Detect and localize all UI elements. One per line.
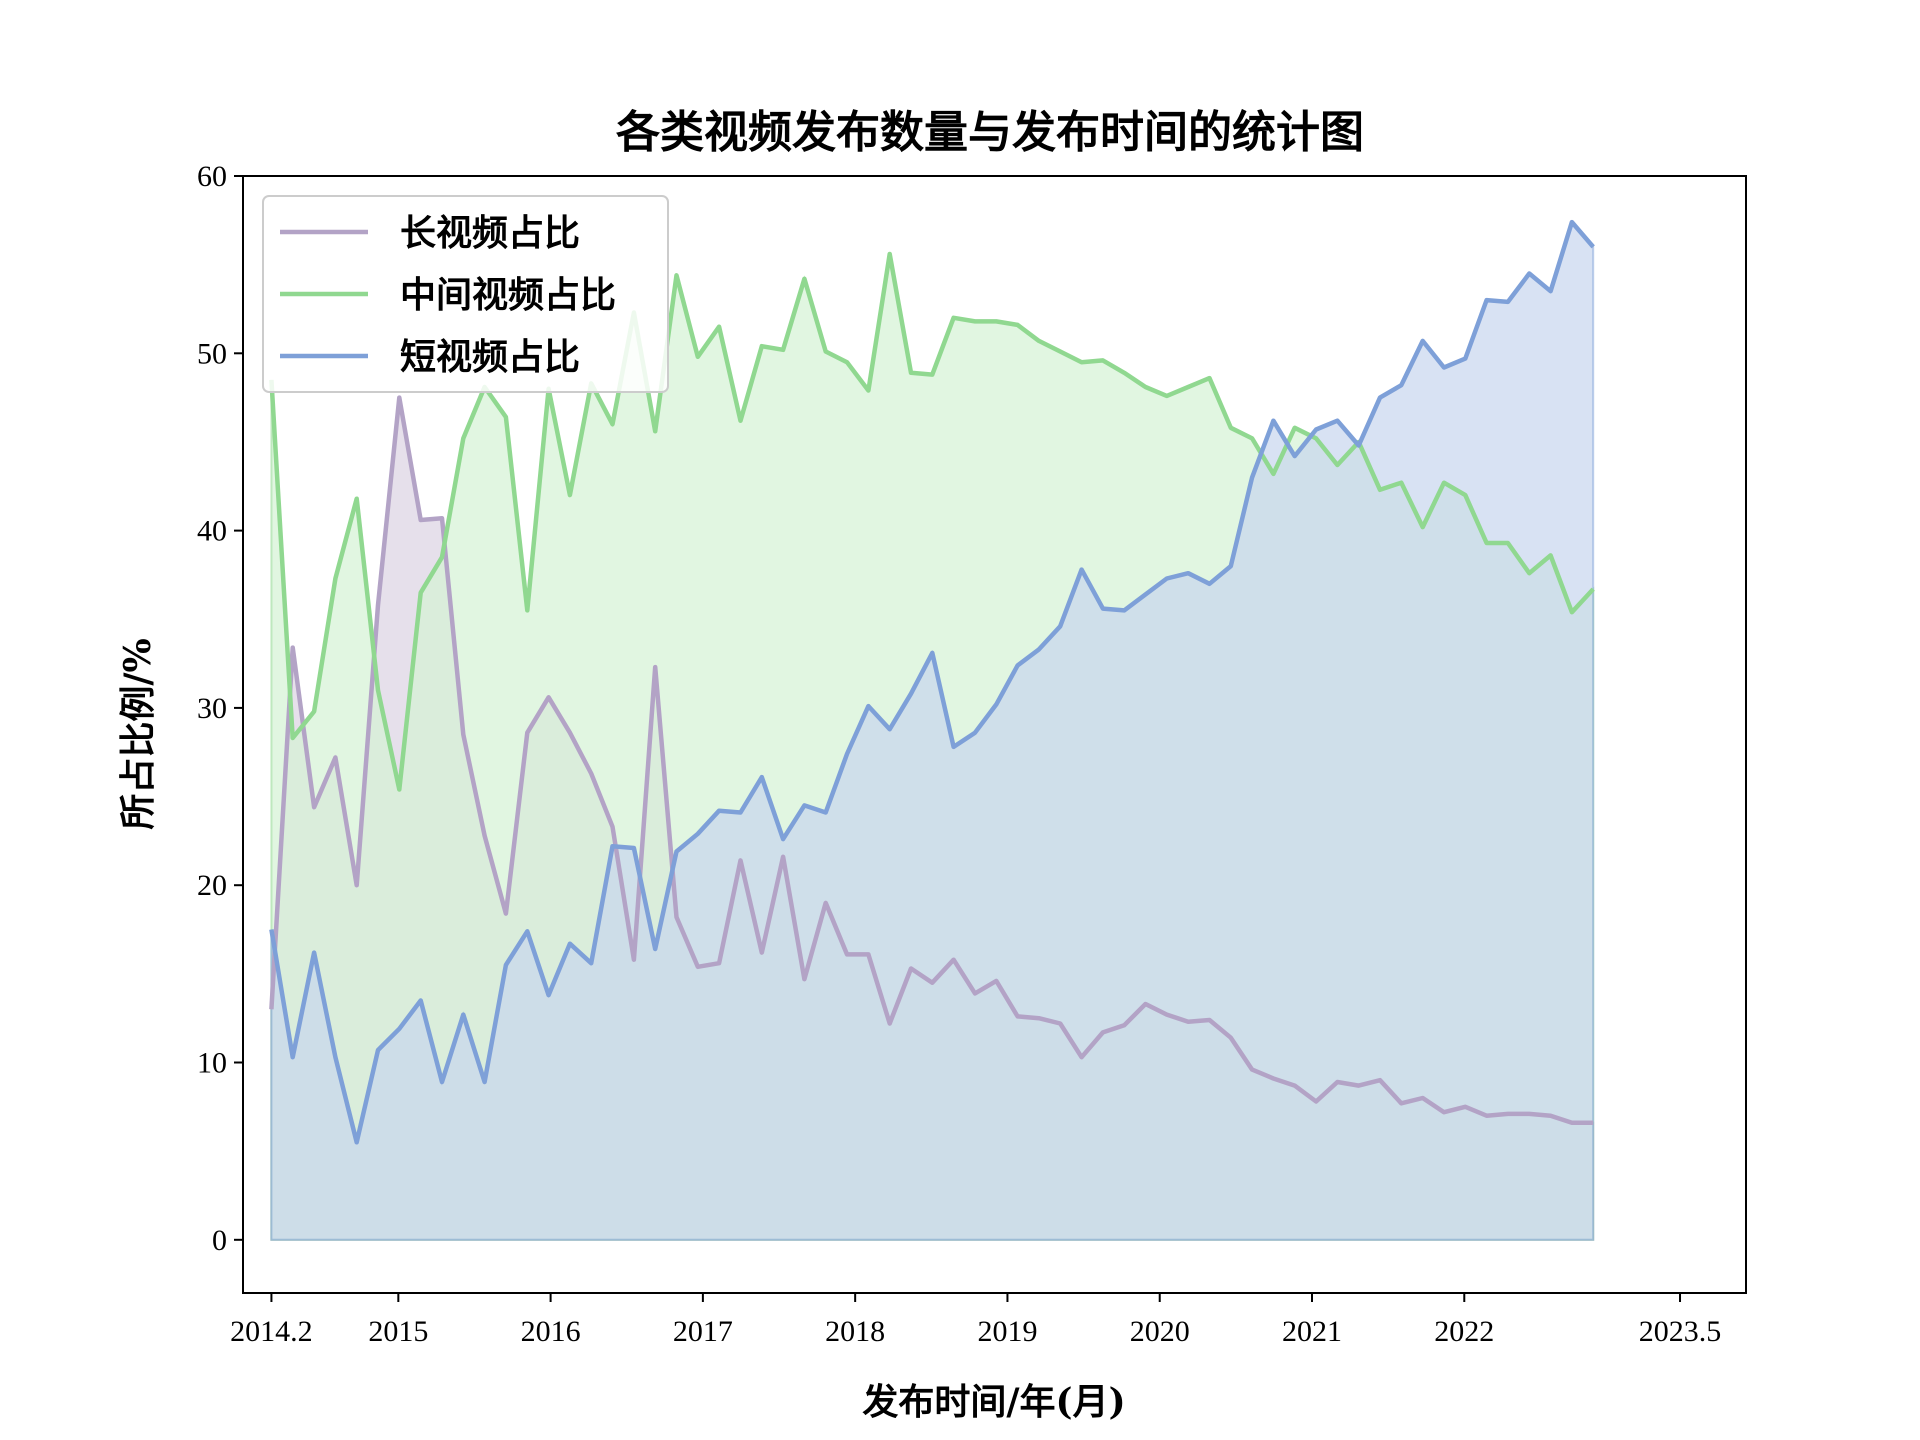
series-line-2: [269, 219, 1595, 1145]
x-tick-label: 2023.5: [1639, 1315, 1722, 1348]
y-tick-label: 0: [212, 1224, 227, 1257]
x-tick-label: 2018: [825, 1315, 885, 1348]
x-tick-label: 2021: [1282, 1315, 1342, 1348]
y-tick-label: 20: [197, 869, 227, 902]
legend-label-1: 中间视频占比: [400, 274, 616, 316]
y-tick-label: 60: [197, 160, 227, 193]
x-axis-label: 发布时间/年(月): [862, 1381, 1125, 1423]
x-tick-label: 2017: [673, 1315, 733, 1348]
legend-label-2: 短视频占比: [400, 336, 580, 378]
legend-label-0: 长视频占比: [400, 212, 580, 254]
y-tick-label: 10: [197, 1047, 227, 1080]
x-tick-label: 2019: [977, 1315, 1037, 1348]
x-tick-label: 2014.2: [230, 1315, 313, 1348]
x-tick-label: 2020: [1130, 1315, 1190, 1348]
series-line-1: [269, 251, 1595, 792]
y-tick-label: 30: [197, 692, 227, 725]
y-tick-label: 50: [197, 337, 227, 370]
y-axis-label: 所占比例/%: [117, 638, 159, 829]
legend-box: [262, 195, 669, 393]
y-axis: 0 10 20 30 40 50 60: [197, 160, 243, 1257]
series-line-0: [269, 395, 1594, 1126]
x-tick-label: 2022: [1434, 1315, 1494, 1348]
x-tick-label: 2015: [368, 1315, 428, 1348]
area-fills: [270, 220, 1595, 1241]
x-axis: 2014.2 2015 2016 2017 2018 2019 2020 2021 2022 20…: [230, 1293, 1721, 1348]
chart-title: 各类视频发布数量与发布时间的统计图: [616, 107, 1364, 158]
y-tick-label: 40: [197, 515, 227, 548]
x-tick-label: 2016: [521, 1315, 581, 1348]
plot-frame: [242, 175, 1747, 1294]
series-lines: [269, 219, 1595, 1145]
